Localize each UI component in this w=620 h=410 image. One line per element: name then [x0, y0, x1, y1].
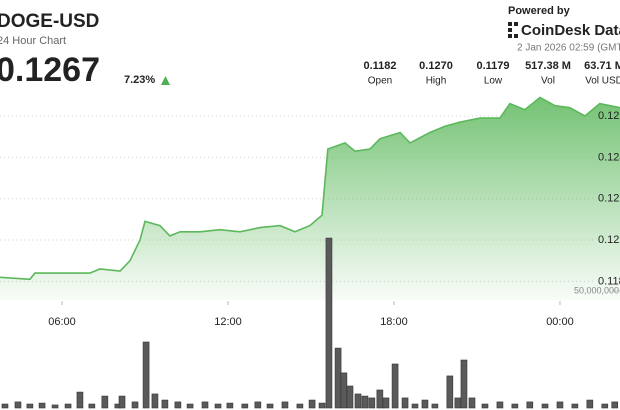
- volume-bar: [64, 403, 72, 409]
- volume-bar: [325, 237, 333, 409]
- volume-bar: [1, 403, 9, 409]
- volume-bar: [586, 399, 594, 409]
- price-area: [0, 97, 620, 301]
- volume-bar: [214, 403, 222, 409]
- symbol: DOGE-USD: [0, 11, 99, 32]
- volume-bar: [460, 359, 468, 409]
- volume-bar: [118, 395, 126, 409]
- timestamp: 2 Jan 2026 02:59 (GMT: [517, 43, 620, 54]
- stat-label: Low: [484, 76, 503, 87]
- brand: CoinDesk Data: [521, 22, 620, 39]
- volume-bar: [226, 402, 234, 409]
- volume-bar: [468, 397, 476, 409]
- volume-bar: [174, 401, 182, 409]
- volume-bar: [142, 341, 150, 409]
- volume-bar: [601, 403, 609, 409]
- volume-bar: [361, 395, 369, 409]
- volume-bar: [26, 403, 34, 409]
- volume-bar: [161, 399, 169, 409]
- volume-bar: [526, 401, 534, 409]
- stat-value: 517.38 M: [525, 60, 571, 72]
- volume-bar: [446, 375, 454, 409]
- volume-bar: [266, 403, 274, 409]
- volume-bar: [401, 397, 409, 409]
- y-tick-label: 0.122: [598, 193, 620, 205]
- price-line: [0, 96, 620, 281]
- volume-bar: [511, 403, 519, 409]
- volume-bar: [541, 403, 549, 409]
- volume-bar: [346, 385, 354, 409]
- volume-bar: [186, 403, 194, 409]
- powered-by: Powered by: [508, 5, 571, 17]
- stat-value: 0.1270: [419, 60, 453, 72]
- y-tick-label: 0.124: [598, 151, 620, 163]
- volume-bar: [431, 403, 439, 409]
- y-tick-label: 0.118: [598, 275, 620, 287]
- volume-bar: [88, 403, 96, 409]
- stats: 0.1182 Open 0.1270 High 0.1179 Low 517.38 M Vol…: [363, 60, 620, 87]
- volume-bar: [354, 393, 362, 409]
- volume-bar: [201, 401, 209, 409]
- brand-logo: [508, 22, 518, 38]
- volume-bar: [411, 403, 419, 409]
- volume-bar: [334, 347, 342, 409]
- volume-bar: [421, 399, 429, 409]
- volume-bar: [454, 397, 462, 409]
- volume-bar: [376, 389, 384, 409]
- volume-bar: [51, 404, 59, 409]
- x-tick-label: 06:00: [48, 316, 76, 328]
- stat-label: Vol: [541, 76, 555, 87]
- stat-value: 0.1182: [363, 60, 396, 72]
- subtitle: 24 Hour Chart: [0, 35, 66, 47]
- y-tick-label: 0.12: [598, 234, 619, 246]
- x-tick-label: 00:00: [546, 316, 574, 328]
- volume-bar: [391, 363, 399, 409]
- volume-bar: [481, 403, 489, 409]
- volume-bar: [131, 401, 139, 409]
- volume-bar: [571, 403, 579, 409]
- volume-bar: [611, 401, 619, 409]
- volume-bar: [151, 393, 159, 409]
- volume-bar: [308, 399, 316, 409]
- x-tick-label: 12:00: [214, 316, 242, 328]
- x-tick-label: 18:00: [380, 316, 408, 328]
- volume-bar: [281, 401, 289, 409]
- stat-label: Vol USD: [585, 76, 620, 87]
- volume-bar: [241, 403, 249, 409]
- price: 0.1267: [0, 51, 100, 89]
- volume-tick-label: 50,000,000: [574, 285, 619, 295]
- stat-value: 0.1179: [476, 60, 509, 72]
- volume-bar: [318, 402, 326, 409]
- volume-bar: [340, 372, 348, 409]
- volume-bar: [38, 402, 46, 409]
- volume-bar: [76, 391, 84, 409]
- change: 7.23%: [124, 74, 155, 86]
- volume-bar: [496, 401, 504, 409]
- stat-label: Open: [368, 76, 392, 87]
- volume-bar: [296, 403, 304, 409]
- y-tick-label: 0.126: [598, 110, 620, 122]
- stat-value: 63.71 M: [584, 60, 620, 72]
- volume-bar: [14, 401, 22, 409]
- stat-label: High: [426, 76, 447, 87]
- up-arrow: [161, 76, 170, 85]
- volume-bar: [382, 397, 390, 409]
- volume-bar: [254, 401, 262, 409]
- plot: 0.118 0.12 0.122 0.124 0.126 06:00 12:00 18:00 0…: [0, 96, 620, 409]
- volume-bar: [368, 397, 376, 409]
- volume-bar: [556, 401, 564, 409]
- volume-bar: [101, 395, 109, 409]
